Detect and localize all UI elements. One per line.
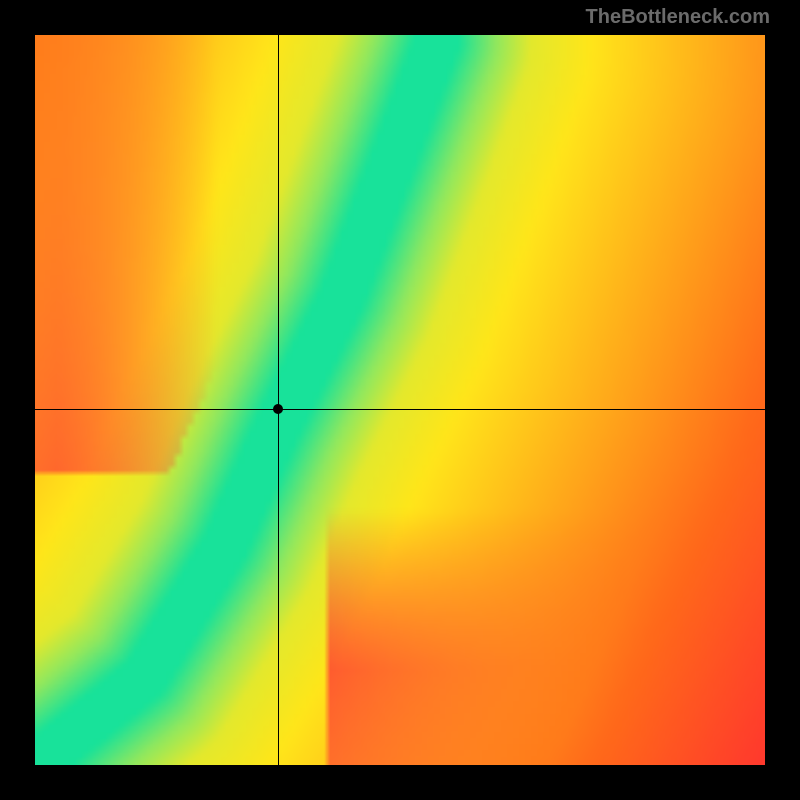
crosshair-point — [273, 404, 283, 414]
crosshair-horizontal — [35, 409, 765, 410]
plot-area — [35, 35, 765, 765]
watermark: TheBottleneck.com — [586, 6, 770, 29]
heatmap-canvas — [35, 35, 765, 765]
crosshair-vertical — [278, 35, 279, 765]
